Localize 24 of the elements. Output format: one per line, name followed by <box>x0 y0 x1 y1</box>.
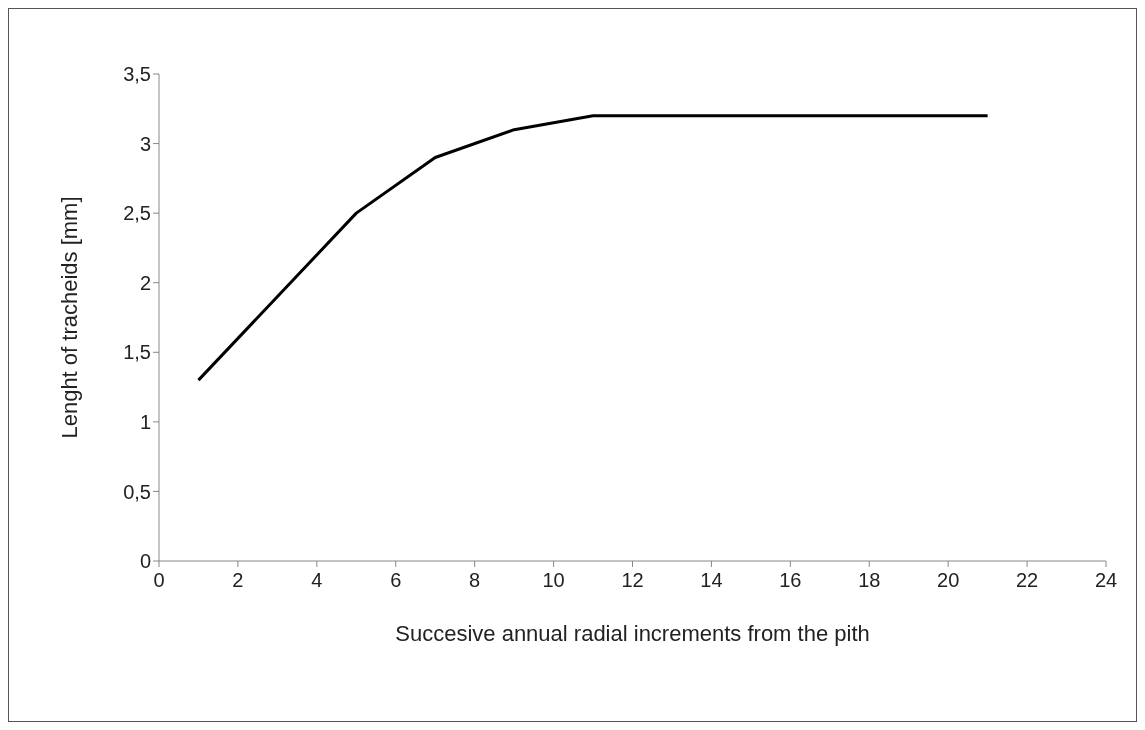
y-axis-title: Lenght of tracheids [mm] <box>56 196 82 439</box>
y-tick-label: 2,5 <box>123 202 151 225</box>
x-tick-label: 20 <box>937 569 960 592</box>
x-tick-label: 8 <box>469 569 481 592</box>
x-tick-label: 14 <box>700 569 723 592</box>
x-tick-label: 12 <box>621 569 644 592</box>
y-tick-label: 1,5 <box>123 341 151 364</box>
x-tick-label: 0 <box>153 569 165 592</box>
x-tick-label: 10 <box>542 569 565 592</box>
y-tick-label: 0 <box>139 550 151 573</box>
x-tick-label: 24 <box>1094 569 1118 592</box>
y-tick-label: 1 <box>139 410 151 433</box>
x-tick-label: 16 <box>779 569 802 592</box>
x-tick-label: 22 <box>1015 569 1039 592</box>
x-axis-title: Succesive annual radial increments from the pith <box>395 621 870 646</box>
y-tick-label: 2 <box>139 271 151 294</box>
x-tick-label: 18 <box>858 569 881 592</box>
x-tick-label: 4 <box>311 569 323 592</box>
y-tick-label: 3 <box>139 132 151 155</box>
x-tick-label: 6 <box>390 569 402 592</box>
y-tick-label: 0,5 <box>123 480 151 503</box>
y-tick-label: 3,5 <box>123 63 151 86</box>
x-tick-label: 2 <box>232 569 244 592</box>
line-series <box>196 114 990 382</box>
